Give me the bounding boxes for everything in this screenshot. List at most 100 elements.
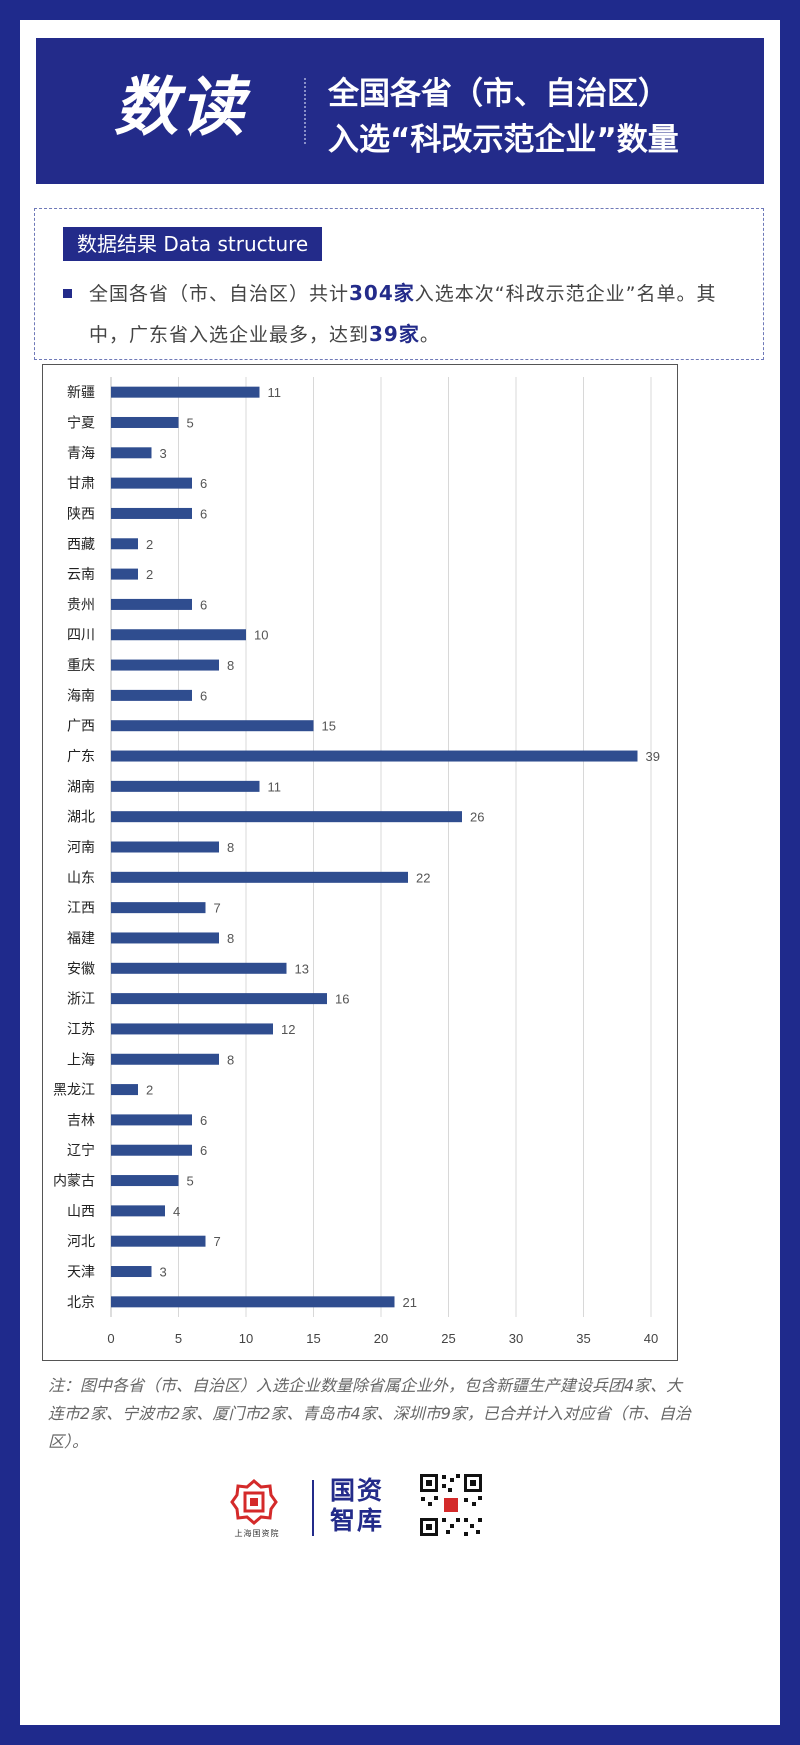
category-label: 新疆: [67, 384, 95, 400]
bar: [111, 962, 287, 974]
category-label: 江西: [67, 900, 95, 916]
bar: [111, 1205, 165, 1217]
bullet-square-icon: [63, 289, 72, 298]
header-divider: [304, 78, 306, 144]
data-label: 5: [187, 415, 194, 430]
data-label: 3: [160, 1265, 167, 1280]
summary-total: 304家: [349, 281, 415, 305]
data-label: 7: [214, 1234, 221, 1249]
category-label: 湖北: [67, 809, 95, 825]
data-label: 6: [200, 597, 207, 612]
data-label: 2: [146, 537, 153, 552]
footer-divider: [312, 1480, 314, 1536]
data-label: 4: [173, 1204, 180, 1219]
bar: [111, 811, 462, 823]
data-label: 21: [403, 1295, 417, 1310]
data-label: 6: [200, 506, 207, 521]
data-label: 6: [200, 688, 207, 703]
bar: [111, 902, 206, 914]
x-tick-label: 25: [441, 1331, 455, 1346]
bar: [111, 1023, 273, 1035]
category-label: 河南: [67, 839, 95, 855]
category-label: 青海: [67, 445, 95, 461]
data-label: 12: [281, 1022, 295, 1037]
category-label: 海南: [67, 687, 95, 703]
header-banner: 数读 全国各省（市、自治区） 入选“科改示范企业”数量: [36, 38, 764, 184]
category-label: 吉林: [67, 1112, 95, 1128]
summary-text-part3: 。: [419, 324, 440, 346]
bar: [111, 720, 314, 732]
x-tick-label: 15: [306, 1331, 320, 1346]
bar: [111, 1266, 152, 1278]
category-label: 上海: [67, 1051, 95, 1067]
category-label: 四川: [67, 627, 95, 643]
data-label: 8: [227, 658, 234, 673]
seal-logo-icon: [230, 1479, 278, 1525]
bar: [111, 1053, 219, 1065]
data-label: 10: [254, 628, 268, 643]
data-label: 6: [200, 1113, 207, 1128]
bar: [111, 780, 260, 792]
bar: [111, 1144, 192, 1156]
bar: [111, 538, 138, 550]
bar: [111, 932, 219, 944]
category-label: 内蒙古: [53, 1173, 95, 1189]
chart-frame: 0 5 10 15 20 25 30 35 40 新疆 11 宁夏 5 青海 3 甘肃 6 陕西 6 西藏 2 云南 2 贵州…: [42, 364, 678, 1361]
category-label: 辽宁: [67, 1142, 95, 1158]
bar: [111, 689, 192, 701]
category-label: 黑龙江: [53, 1082, 95, 1098]
data-label: 11: [268, 385, 282, 400]
bar: [111, 416, 179, 428]
x-tick-label: 20: [374, 1331, 388, 1346]
category-label: 重庆: [67, 657, 95, 673]
bar: [111, 841, 219, 853]
x-tick-label: 35: [576, 1331, 590, 1346]
bar: [111, 447, 152, 459]
data-label: 8: [227, 840, 234, 855]
bar: [111, 1084, 138, 1096]
x-tick-label: 30: [509, 1331, 523, 1346]
category-label: 江苏: [67, 1021, 95, 1037]
x-tick-label: 5: [175, 1331, 182, 1346]
header-big-title: 数读: [114, 70, 246, 145]
bar: [111, 1175, 179, 1187]
category-label: 陕西: [67, 505, 95, 521]
data-label: 11: [268, 779, 282, 794]
header-title-line2: 入选“科改示范企业”数量: [328, 122, 679, 158]
data-structure-label: 数据结果 Data structure: [63, 227, 323, 261]
data-label: 15: [322, 719, 336, 734]
data-label: 2: [146, 1083, 153, 1098]
data-structure-text: 全国各省（市、自治区）共计304家入选本次“科改示范企业”名单。其中，广东省入选…: [89, 273, 739, 355]
category-label: 天津: [67, 1264, 95, 1280]
category-label: 山西: [67, 1203, 95, 1219]
category-label: 安徽: [67, 960, 95, 976]
bar: [111, 1296, 395, 1308]
data-label: 8: [227, 1052, 234, 1067]
summary-max: 39家: [369, 322, 420, 346]
data-label: 39: [646, 749, 660, 764]
category-label: 宁夏: [67, 414, 95, 430]
category-label: 福建: [67, 930, 95, 946]
x-tick-label: 0: [107, 1331, 114, 1346]
bar: [111, 659, 219, 671]
data-label: 2: [146, 567, 153, 582]
data-label: 13: [295, 961, 309, 976]
category-label: 贵州: [67, 596, 95, 612]
qr-code-icon[interactable]: [418, 1472, 484, 1538]
bar: [111, 1114, 192, 1126]
bar: [111, 477, 192, 489]
page: 数读 全国各省（市、自治区） 入选“科改示范企业”数量 数据结果 Data st…: [20, 20, 780, 1725]
category-label: 广东: [67, 748, 95, 764]
category-label: 山东: [67, 869, 95, 885]
data-label: 7: [214, 901, 221, 916]
bar: [111, 386, 260, 398]
summary-text-part2: 入选本次“科改示范企业”名单。其中，广东省入选企业最多，达到: [89, 283, 717, 346]
data-label: 6: [200, 476, 207, 491]
summary-text-part1: 全国各省（市、自治区）共计: [89, 283, 350, 305]
data-structure-box: 数据结果 Data structure 全国各省（市、自治区）共计304家入选本…: [34, 208, 764, 360]
brand-name: 国资 智库: [330, 1476, 400, 1536]
footer: 上海国资院 国资 智库: [20, 1470, 780, 1550]
category-label: 浙江: [67, 991, 95, 1007]
x-tick-label: 40: [644, 1331, 658, 1346]
